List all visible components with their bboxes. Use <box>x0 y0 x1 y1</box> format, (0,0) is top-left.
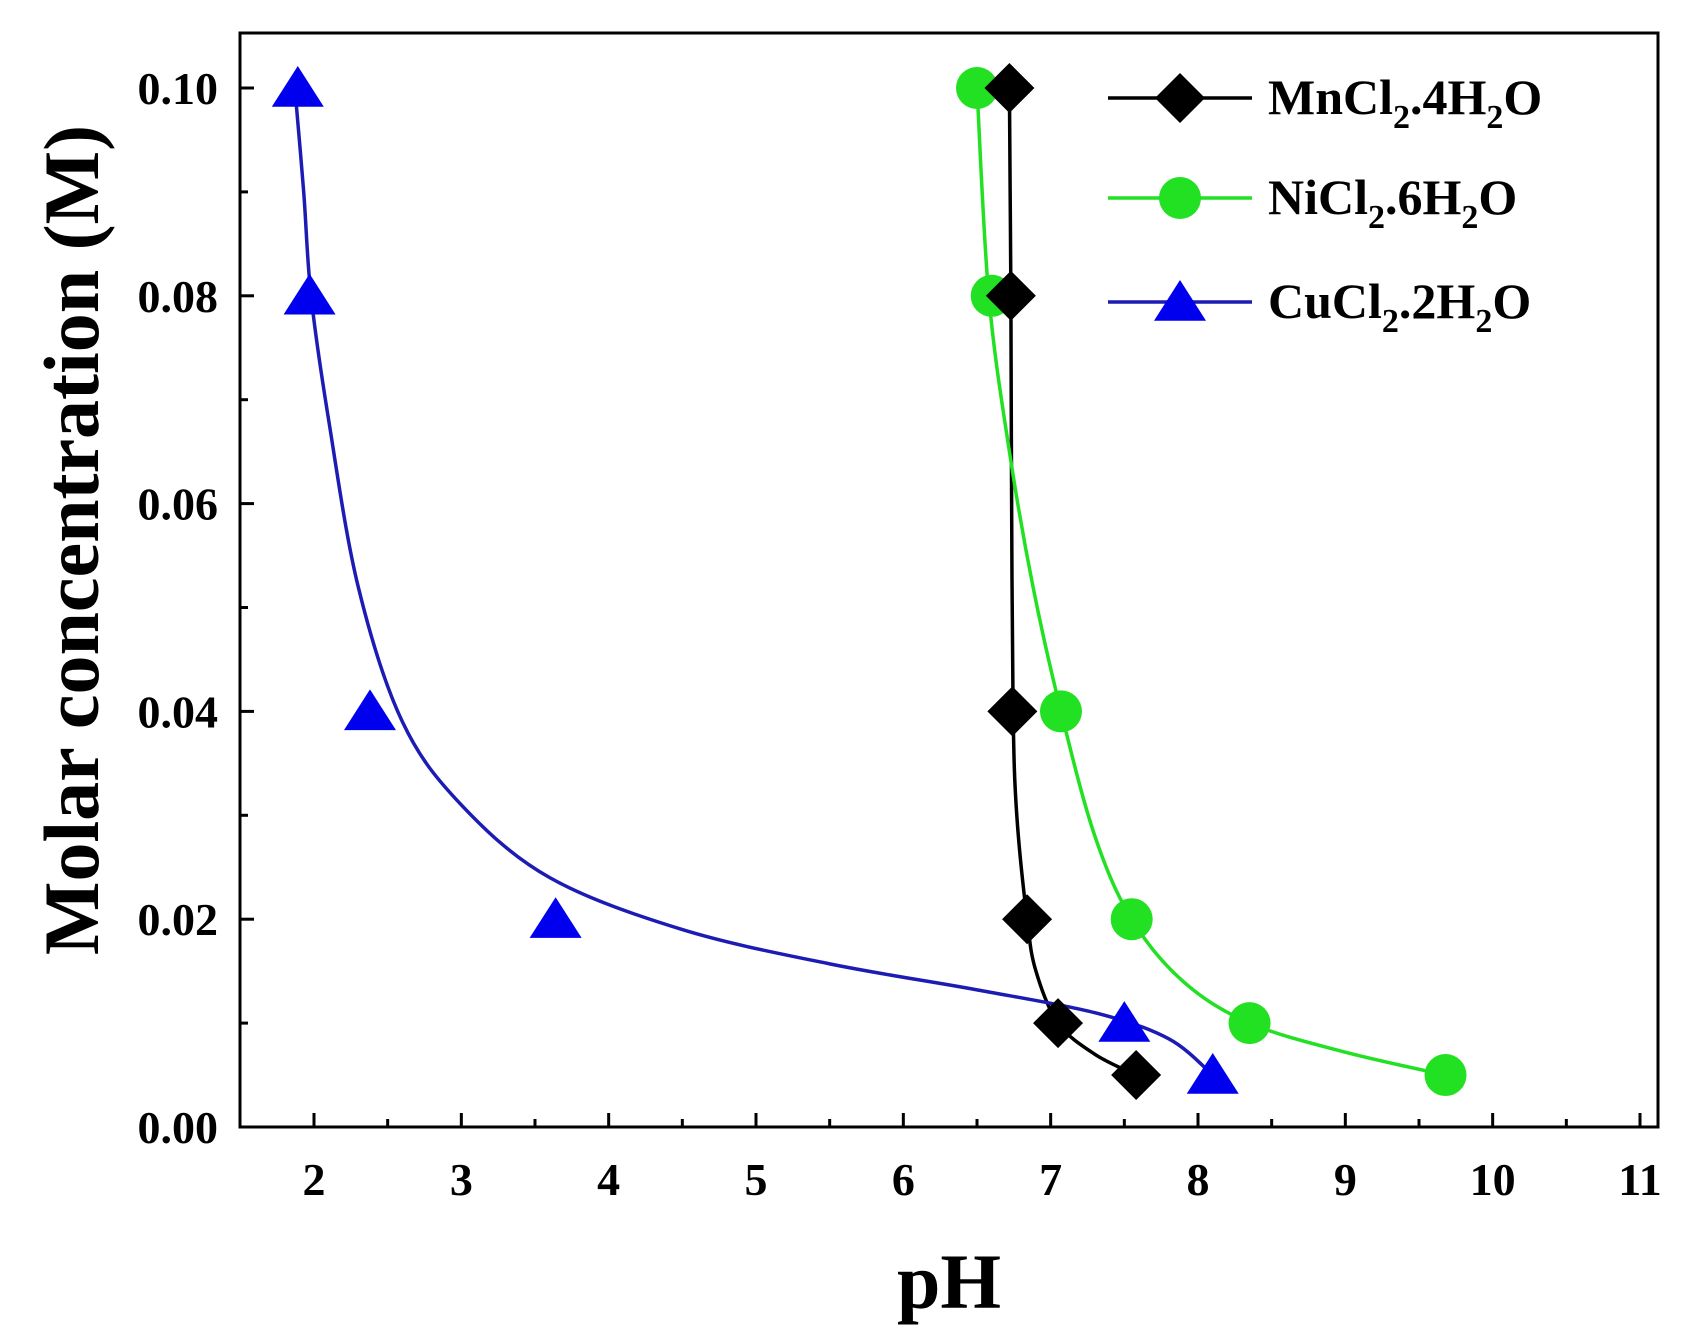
x-tick-label: 5 <box>745 1154 768 1205</box>
fit-curve-triangle <box>293 87 1214 1077</box>
legend-label: NiCl2.6H2O <box>1268 169 1517 236</box>
y-tick-label: 0.02 <box>138 894 219 945</box>
x-tick-label: 8 <box>1187 1154 1210 1205</box>
data-point-circle <box>1424 1054 1467 1097</box>
legend-subscript: 2 <box>1393 99 1410 136</box>
data-point-circle <box>956 67 998 109</box>
y-tick-label: 0.08 <box>138 271 219 322</box>
data-point-triangle <box>1186 1053 1239 1094</box>
data-point-diamond <box>1002 894 1053 945</box>
legend-subscript: 2 <box>1475 303 1492 340</box>
x-tick-label: 11 <box>1618 1154 1661 1205</box>
legend-text-part: .4H <box>1410 69 1487 125</box>
data-point-circle <box>1228 1002 1271 1045</box>
data-point-diamond <box>987 686 1038 737</box>
legend-subscript: 2 <box>1382 303 1399 340</box>
data-point-triangle <box>343 689 396 731</box>
axis-ticks-layer: 2 3 4 5 6 7 8 9 10 11 0.00 0.02 0.04 0.06 0.08 0.10 <box>138 63 1662 1205</box>
legend-text-part: .6H <box>1385 169 1462 225</box>
x-axis-title: pH <box>897 1238 1001 1325</box>
legend-text-part: O <box>1503 69 1542 125</box>
data-point-triangle <box>529 897 582 938</box>
legend-text-part: MnCl <box>1268 69 1393 125</box>
data-point-circle <box>1110 898 1153 941</box>
legend-text-part: .2H <box>1399 273 1476 329</box>
x-tick-label: 10 <box>1470 1154 1516 1205</box>
legend-marker-circle <box>1159 177 1201 219</box>
x-tick-label: 9 <box>1334 1154 1357 1205</box>
fit-curves-layer <box>293 87 1446 1077</box>
data-point-diamond <box>985 270 1036 321</box>
x-tick-label: 3 <box>450 1154 473 1205</box>
data-point-circle <box>1039 690 1082 733</box>
data-markers-layer <box>271 63 1467 1101</box>
legend-text-part: O <box>1478 169 1517 225</box>
y-tick-label: 0.06 <box>138 479 219 530</box>
legend-subscript: 2 <box>1461 199 1478 236</box>
fit-curve-circle <box>975 87 1446 1077</box>
legend-subscript: 2 <box>1368 199 1385 236</box>
y-tick-label: 0.00 <box>138 1102 219 1153</box>
data-point-triangle <box>271 66 324 107</box>
legend-subscript: 2 <box>1486 99 1503 136</box>
plot-frame-layer <box>238 31 1660 1129</box>
data-point-triangle <box>283 273 336 315</box>
legend-marker-triangle <box>1154 280 1206 321</box>
x-tick-label: 2 <box>303 1154 326 1205</box>
data-point-triangle <box>1098 1001 1151 1042</box>
data-point-diamond <box>1033 998 1084 1049</box>
y-axis-title: Molar concentration (M) <box>28 125 115 955</box>
x-tick-label: 4 <box>597 1154 620 1205</box>
y-tick-label: 0.10 <box>138 63 219 114</box>
y-tick-label: 0.04 <box>138 686 219 737</box>
data-point-diamond <box>1111 1050 1162 1101</box>
data-point-diamond <box>984 63 1035 113</box>
legend-text-part: NiCl <box>1268 169 1368 225</box>
axis-labels-layer: pH Molar concentration (M) <box>28 125 1001 1325</box>
legend-text-part: O <box>1492 273 1531 329</box>
plot-frame <box>238 31 1660 1129</box>
legend-marker-diamond <box>1155 73 1205 123</box>
x-tick-label: 7 <box>1039 1154 1062 1205</box>
legend-label: CuCl2.2H2O <box>1268 273 1531 340</box>
legend-label: MnCl2.4H2O <box>1268 69 1542 136</box>
legend-text-part: CuCl <box>1268 273 1382 329</box>
x-tick-label: 6 <box>892 1154 915 1205</box>
